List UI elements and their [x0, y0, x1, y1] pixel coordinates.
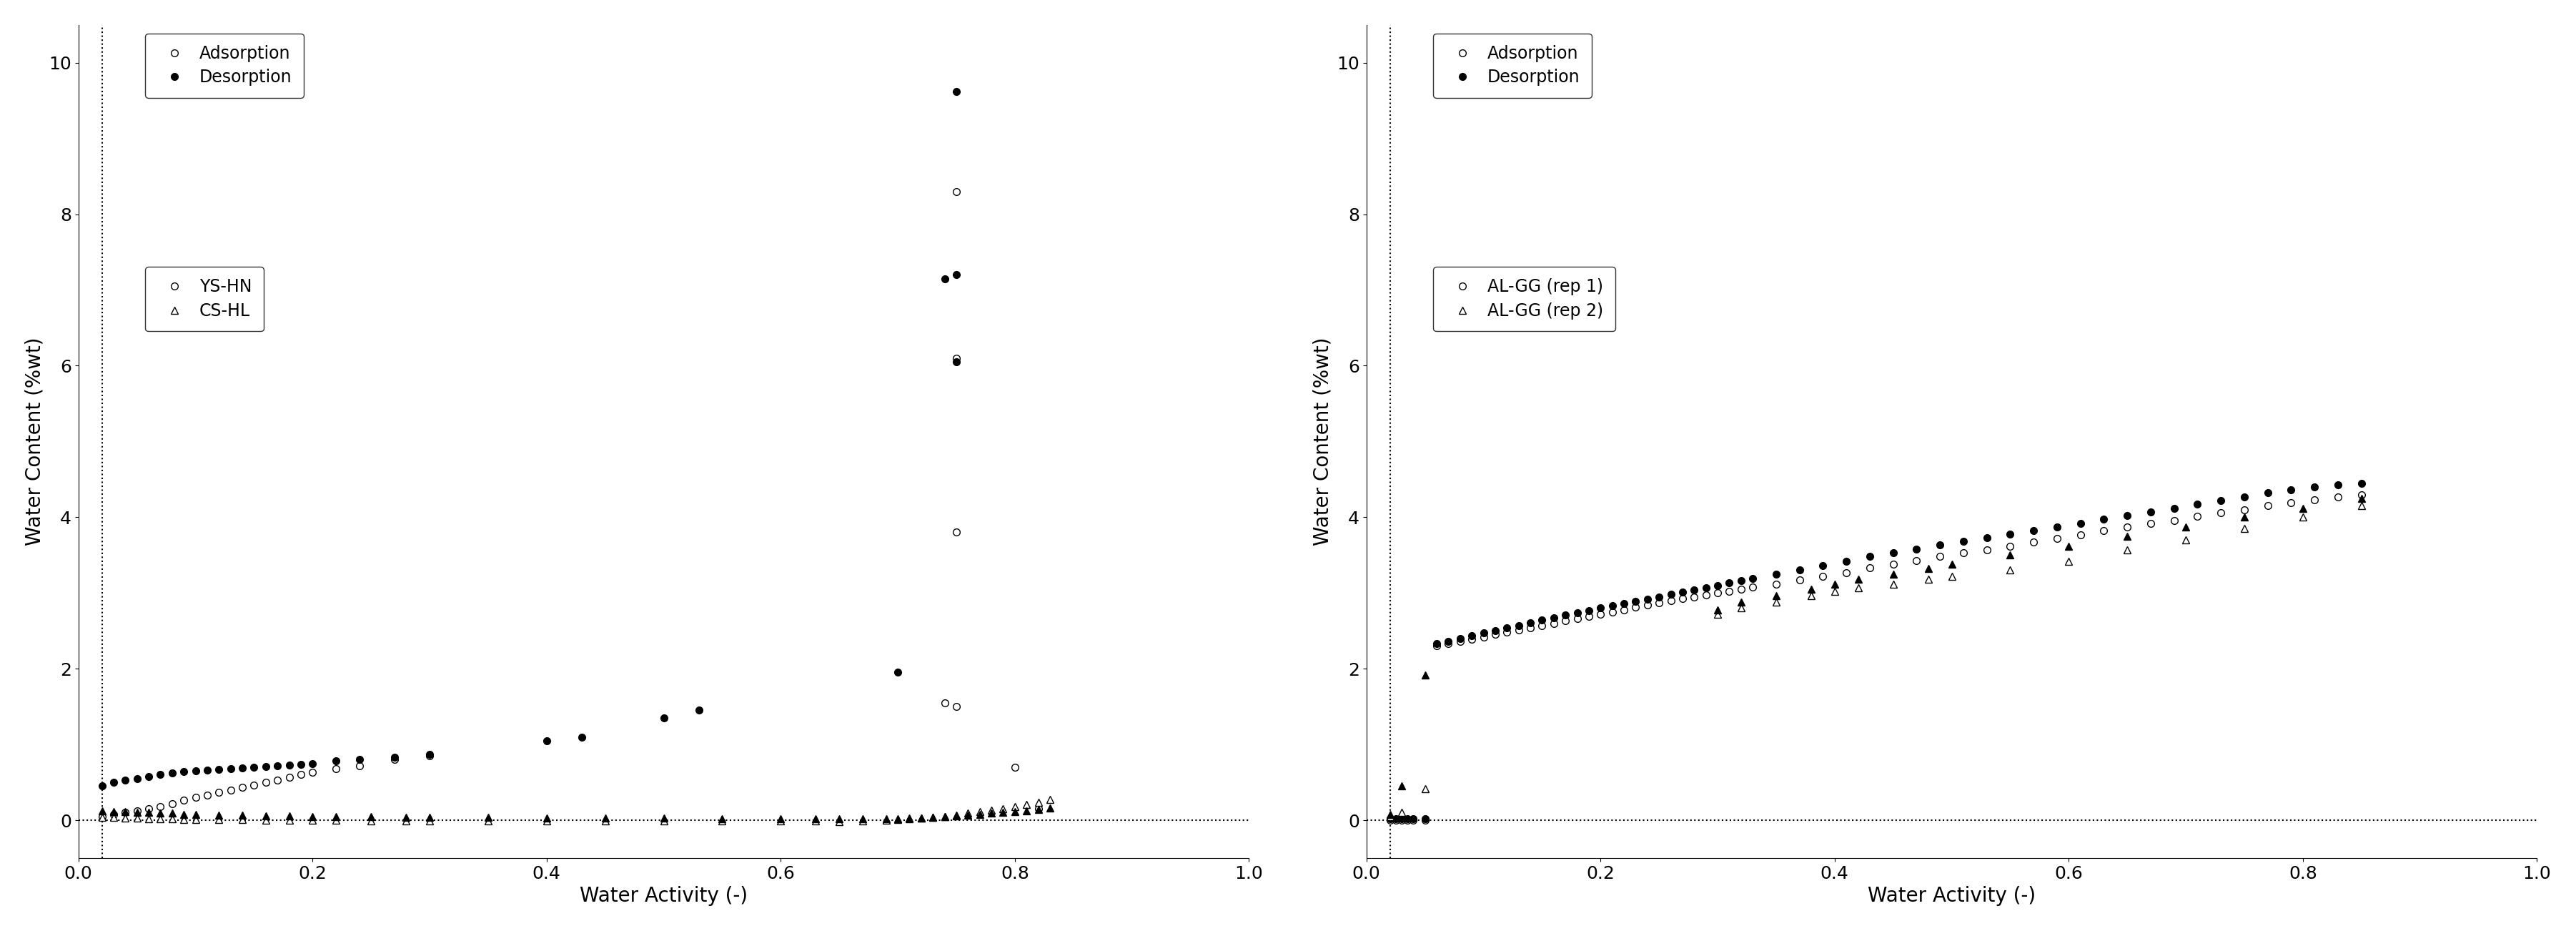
- X-axis label: Water Activity (-): Water Activity (-): [580, 886, 747, 906]
- Legend: AL-GG (rep 1), AL-GG (rep 2): AL-GG (rep 1), AL-GG (rep 2): [1432, 266, 1615, 331]
- Y-axis label: Water Content (%wt): Water Content (%wt): [1314, 337, 1332, 546]
- Y-axis label: Water Content (%wt): Water Content (%wt): [26, 337, 44, 546]
- X-axis label: Water Activity (-): Water Activity (-): [1868, 886, 2035, 906]
- Legend: YS-HN, CS-HL: YS-HN, CS-HL: [144, 266, 263, 331]
